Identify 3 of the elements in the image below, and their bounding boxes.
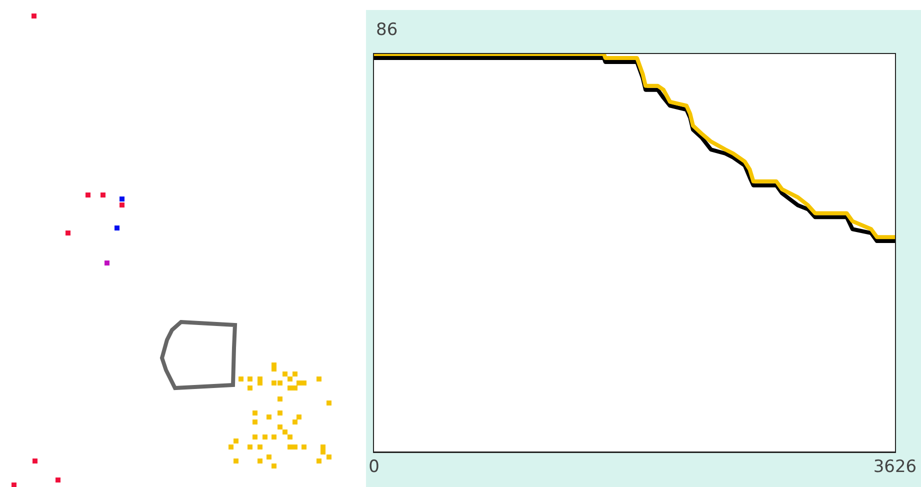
text: 86 xyxy=(376,20,398,40)
x-tick-label: 0 xyxy=(368,457,380,478)
x-tick-label: 3626 xyxy=(873,457,917,478)
